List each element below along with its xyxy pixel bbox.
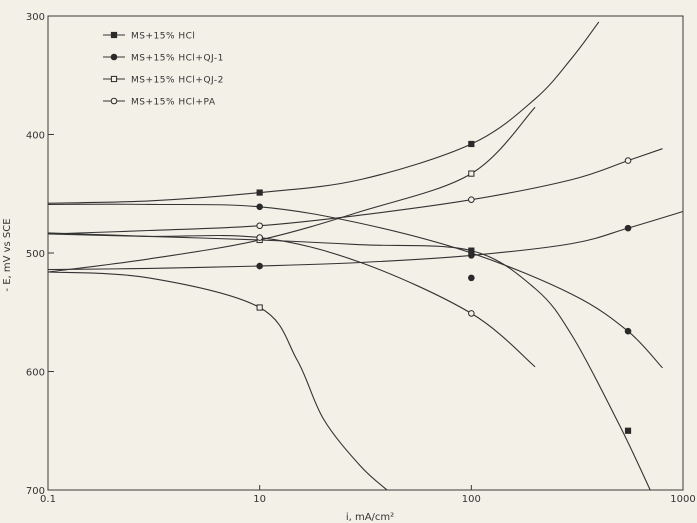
series-2-line-cathodic bbox=[47, 203, 663, 369]
series-2-point bbox=[256, 203, 263, 211]
series-3-point bbox=[468, 170, 475, 177]
x-tick-label: 0.1 bbox=[40, 494, 56, 505]
series-2-line-anodic bbox=[47, 210, 684, 271]
series-3-line-cathodic bbox=[47, 271, 388, 491]
y-tick-label: 600 bbox=[26, 368, 45, 379]
series-2 bbox=[47, 203, 684, 369]
legend-label: MS+15% HCl+PA bbox=[131, 98, 216, 108]
series-4-line-cathodic bbox=[47, 233, 536, 368]
x-axis-label: i, mA/cm² bbox=[346, 512, 394, 523]
series-1-point bbox=[256, 189, 263, 196]
series-1 bbox=[47, 21, 651, 491]
series-4-point bbox=[624, 157, 632, 164]
series-4-point bbox=[256, 234, 263, 241]
series-1-line-anodic bbox=[47, 21, 600, 204]
series-1-line-cathodic bbox=[47, 232, 651, 491]
series-2-point bbox=[256, 262, 263, 270]
series-2-point bbox=[624, 327, 632, 335]
legend-marker bbox=[110, 75, 118, 83]
series-layer bbox=[47, 21, 684, 491]
legend-label: MS+15% HCl+QJ-1 bbox=[131, 54, 224, 64]
x-tick-label: 10 bbox=[253, 494, 266, 505]
series-4-point bbox=[468, 196, 475, 203]
x-tick-label: 100 bbox=[462, 494, 481, 505]
series-2-point bbox=[468, 252, 475, 259]
series-4-line-anodic bbox=[47, 148, 663, 235]
series-4-point bbox=[468, 310, 475, 317]
series-2-point bbox=[624, 224, 632, 232]
series-3 bbox=[47, 106, 536, 491]
y-axis-label: - E, mV vs SCE bbox=[2, 218, 13, 291]
series-1-point bbox=[624, 427, 632, 434]
series-3-point bbox=[256, 304, 263, 311]
series-1-point bbox=[468, 140, 475, 148]
legend-marker bbox=[110, 31, 118, 39]
y-tick-label: 700 bbox=[26, 486, 45, 497]
legend-label: MS+15% HCl+QJ-2 bbox=[131, 76, 224, 86]
series-4 bbox=[47, 148, 663, 368]
legend-label: MS+15% HCl bbox=[131, 32, 195, 42]
axis-ticks: 0.1 10 100 1000 300 400 500 600 700 bbox=[26, 12, 696, 505]
legend-marker bbox=[110, 97, 118, 105]
x-tick-label: 1000 bbox=[670, 494, 695, 505]
series-2-point bbox=[468, 274, 475, 282]
y-tick-label: 500 bbox=[26, 249, 45, 260]
plot-area bbox=[47, 15, 684, 491]
y-tick-label: 300 bbox=[26, 12, 45, 23]
legend-marker bbox=[110, 53, 118, 61]
series-4-point bbox=[256, 222, 263, 230]
legend: MS+15% HCl MS+15% HCl+QJ-1 MS+15% HCl+QJ-2… bbox=[103, 31, 224, 108]
y-tick-label: 400 bbox=[26, 131, 45, 142]
